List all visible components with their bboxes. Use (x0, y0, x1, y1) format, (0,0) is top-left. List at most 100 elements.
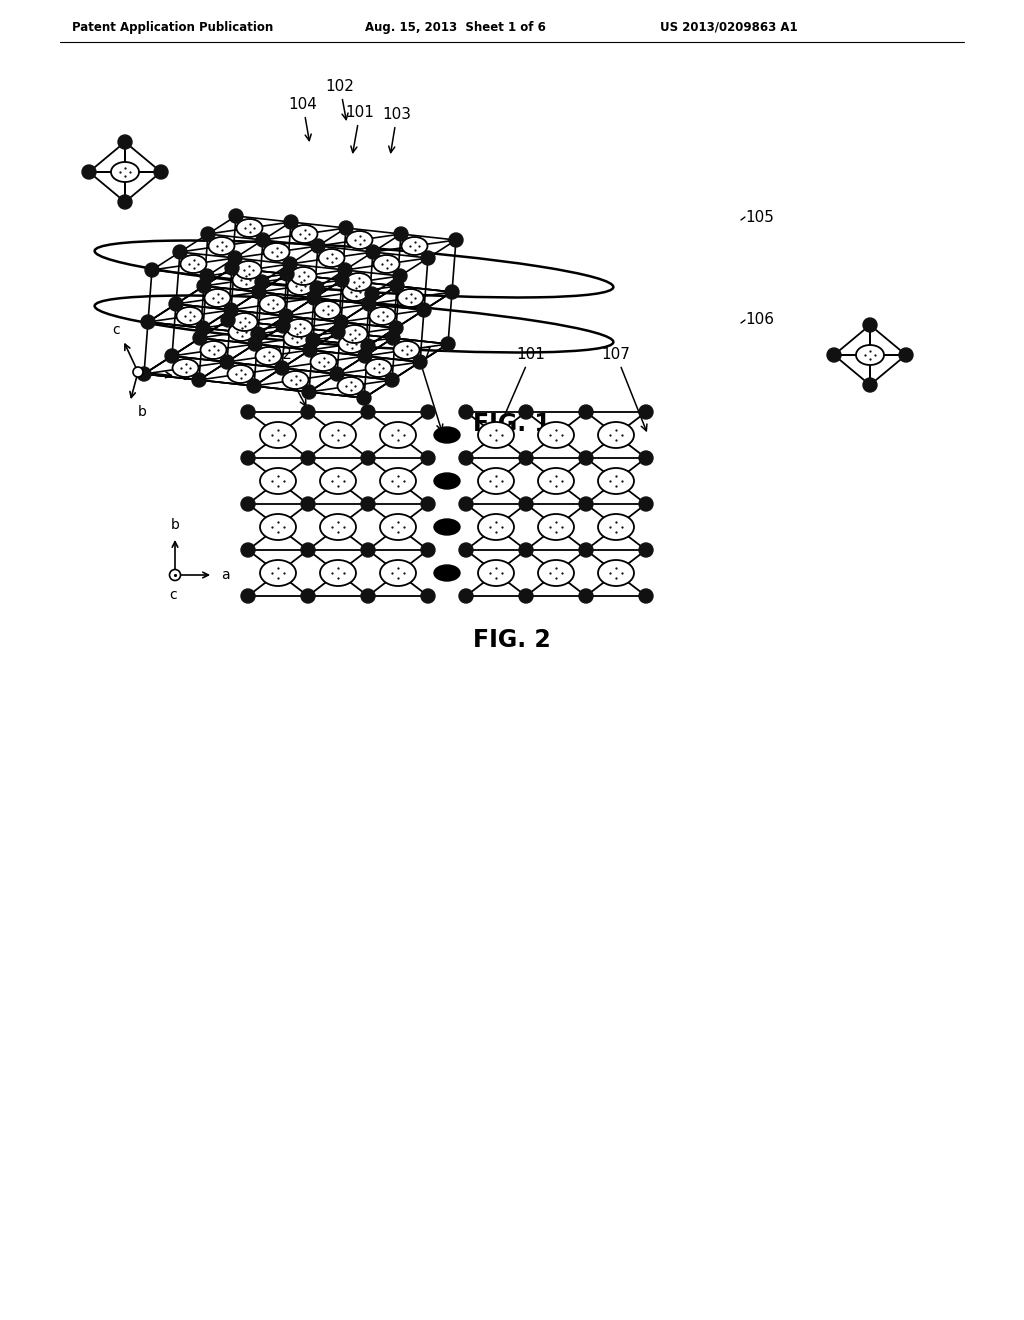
Circle shape (639, 405, 653, 418)
Circle shape (365, 286, 379, 301)
Circle shape (519, 405, 534, 418)
Circle shape (519, 498, 534, 511)
Ellipse shape (434, 473, 460, 488)
Circle shape (579, 589, 593, 603)
Circle shape (361, 589, 375, 603)
Ellipse shape (288, 277, 313, 294)
Circle shape (301, 405, 315, 418)
Circle shape (863, 378, 877, 392)
Circle shape (361, 405, 375, 418)
Circle shape (827, 348, 841, 362)
Circle shape (579, 498, 593, 511)
Ellipse shape (260, 560, 296, 586)
Ellipse shape (478, 560, 514, 586)
Circle shape (361, 543, 375, 557)
Text: FIG. 1: FIG. 1 (473, 412, 551, 436)
Circle shape (421, 543, 435, 557)
Circle shape (301, 451, 315, 465)
Ellipse shape (380, 513, 416, 540)
Circle shape (251, 327, 265, 341)
Circle shape (394, 227, 408, 242)
Circle shape (221, 313, 234, 327)
Ellipse shape (318, 249, 344, 267)
Ellipse shape (434, 519, 460, 535)
Ellipse shape (538, 469, 574, 494)
Ellipse shape (310, 352, 337, 371)
Ellipse shape (284, 329, 309, 347)
Circle shape (280, 267, 294, 281)
Ellipse shape (319, 560, 356, 586)
Ellipse shape (180, 255, 207, 273)
Circle shape (899, 348, 913, 362)
Ellipse shape (341, 325, 368, 343)
Circle shape (170, 569, 180, 581)
Circle shape (169, 297, 183, 312)
Ellipse shape (263, 243, 290, 261)
Circle shape (154, 165, 168, 180)
Circle shape (459, 498, 473, 511)
Ellipse shape (598, 560, 634, 586)
Circle shape (390, 279, 404, 293)
Ellipse shape (260, 422, 296, 447)
Ellipse shape (345, 273, 372, 290)
Circle shape (335, 273, 349, 286)
Circle shape (137, 367, 151, 381)
Circle shape (421, 251, 435, 265)
Circle shape (413, 355, 427, 370)
Circle shape (197, 279, 211, 293)
Circle shape (301, 498, 315, 511)
Ellipse shape (339, 335, 365, 352)
Circle shape (283, 257, 297, 271)
Ellipse shape (856, 345, 884, 366)
Circle shape (247, 379, 261, 393)
Circle shape (449, 234, 463, 247)
Circle shape (310, 281, 324, 294)
Circle shape (301, 543, 315, 557)
Circle shape (193, 331, 207, 345)
Circle shape (241, 589, 255, 603)
Circle shape (339, 220, 353, 235)
Circle shape (201, 227, 215, 242)
Circle shape (459, 451, 473, 465)
Ellipse shape (434, 565, 460, 581)
Ellipse shape (319, 513, 356, 540)
Circle shape (421, 589, 435, 603)
Circle shape (417, 304, 431, 317)
Ellipse shape (397, 289, 424, 308)
Text: b: b (171, 517, 179, 532)
Circle shape (307, 290, 321, 305)
Ellipse shape (598, 513, 634, 540)
Circle shape (459, 405, 473, 418)
Circle shape (366, 246, 380, 259)
Ellipse shape (291, 267, 316, 285)
Ellipse shape (287, 319, 312, 337)
Text: Patent Application Publication: Patent Application Publication (72, 21, 273, 33)
Ellipse shape (283, 371, 308, 389)
Ellipse shape (260, 469, 296, 494)
Circle shape (639, 451, 653, 465)
Circle shape (241, 498, 255, 511)
Ellipse shape (370, 308, 395, 325)
Ellipse shape (380, 469, 416, 494)
Text: a: a (180, 370, 189, 383)
Text: US 2013/0209863 A1: US 2013/0209863 A1 (660, 21, 798, 33)
Circle shape (361, 498, 375, 511)
Circle shape (639, 543, 653, 557)
Ellipse shape (538, 422, 574, 447)
Text: 101: 101 (498, 347, 546, 430)
Circle shape (165, 348, 179, 363)
Circle shape (301, 589, 315, 603)
Circle shape (441, 337, 455, 351)
Circle shape (579, 543, 593, 557)
Circle shape (118, 135, 132, 149)
Ellipse shape (201, 341, 226, 359)
Ellipse shape (401, 238, 427, 255)
Text: 102: 102 (326, 79, 354, 120)
Text: 103: 103 (383, 107, 412, 153)
Circle shape (393, 269, 407, 282)
Circle shape (193, 374, 206, 387)
Circle shape (389, 321, 403, 335)
Circle shape (145, 263, 159, 277)
Circle shape (303, 343, 317, 356)
Ellipse shape (598, 422, 634, 447)
